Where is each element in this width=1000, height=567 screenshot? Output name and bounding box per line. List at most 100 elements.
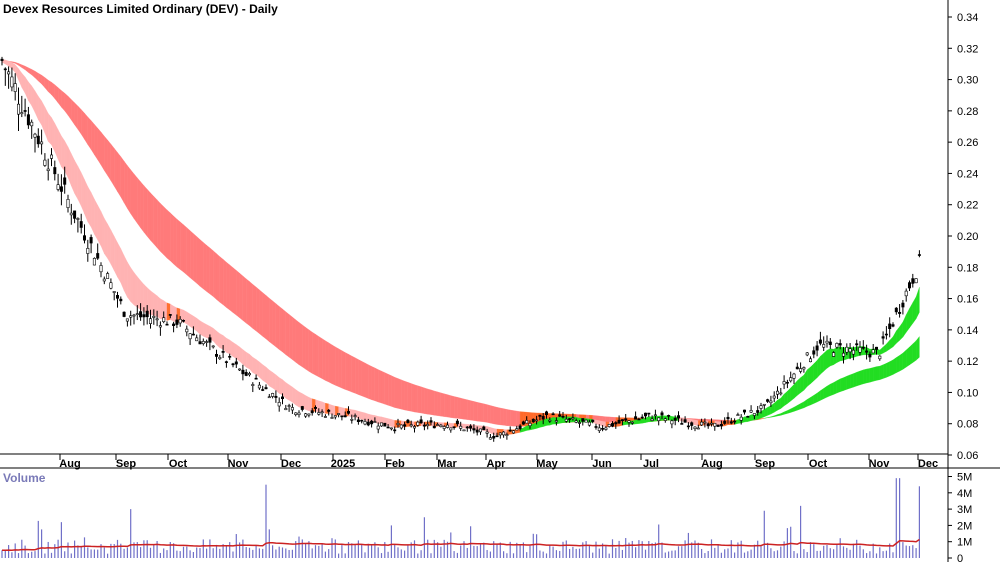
ma-band-segment xyxy=(124,161,127,208)
ma-band-segment xyxy=(880,365,883,380)
ma-band-segment xyxy=(299,322,302,367)
ma-band-segment xyxy=(408,382,411,411)
ma-band-segment xyxy=(246,352,249,369)
ma-band-segment xyxy=(101,211,104,253)
ma-band-segment xyxy=(391,419,394,427)
ma-band-segment xyxy=(890,360,893,376)
ma-band-segment xyxy=(504,409,507,426)
ma-band-segment xyxy=(507,409,510,426)
ma-band-segment xyxy=(114,236,117,277)
ma-band-segment xyxy=(448,395,451,418)
ma-band-segment xyxy=(834,381,837,395)
ma-band-segment xyxy=(38,96,41,125)
price-tick-label: 0.34 xyxy=(957,12,978,24)
ma-band-segment xyxy=(896,355,899,372)
ma-band-segment xyxy=(160,203,163,254)
ma-band-segment xyxy=(127,166,130,214)
ma-band-segment xyxy=(863,369,866,384)
ma-band-segment xyxy=(88,117,91,149)
price-bar xyxy=(384,423,386,426)
ma-band-segment xyxy=(203,323,206,338)
ma-band-segment xyxy=(797,378,800,396)
price-tick-label: 0.24 xyxy=(957,168,978,180)
ma-band-segment xyxy=(883,363,886,378)
ma-band-segment xyxy=(807,367,810,387)
volume-tick-label: 0 xyxy=(957,553,963,562)
volume-tick-label: 1M xyxy=(957,537,972,549)
ma-band-segment xyxy=(332,345,335,385)
ma-band-segment xyxy=(375,368,378,402)
ma-band-segment xyxy=(269,298,272,344)
volume-tick-label: 4M xyxy=(957,488,972,500)
ma-band-segment xyxy=(309,330,312,374)
price-tick-label: 0.06 xyxy=(957,450,978,462)
ma-band-segment xyxy=(428,389,431,415)
ma-band-segment xyxy=(61,136,64,171)
ma-band-segment xyxy=(121,157,124,203)
ma-band-segment xyxy=(88,187,91,227)
ma-band-segment xyxy=(273,301,276,347)
ma-band-segment xyxy=(170,304,173,321)
ma-band-segment xyxy=(61,91,64,111)
ma-band-segment xyxy=(263,293,266,339)
time-tick-label: Feb xyxy=(385,458,405,470)
ma-band-segment xyxy=(329,343,332,384)
ma-band-segment xyxy=(355,358,358,395)
ma-band-segment xyxy=(91,121,94,155)
ma-band-segment xyxy=(824,386,827,399)
ma-band-segment xyxy=(187,228,190,278)
ma-band-segment xyxy=(75,103,78,130)
ma-band-segment xyxy=(233,268,236,315)
ma-band-segment xyxy=(487,405,490,424)
ma-band-segment xyxy=(368,365,371,400)
ma-band-segment xyxy=(256,287,259,334)
ma-band-segment xyxy=(164,207,167,259)
price-bar xyxy=(512,430,514,434)
ma-band-segment xyxy=(289,385,292,402)
time-tick-label: Aug xyxy=(59,458,80,470)
ma-band-segment xyxy=(306,327,309,371)
ma-band-segment xyxy=(104,218,107,258)
ma-band-segment xyxy=(250,281,253,328)
ma-band-segment xyxy=(827,384,830,397)
price-tick-label: 0.14 xyxy=(957,325,978,337)
ma-band-segment xyxy=(220,257,223,305)
ma-band-segment xyxy=(203,242,206,291)
ma-band-segment xyxy=(454,396,457,418)
ma-band-segment xyxy=(497,407,500,425)
price-tick-label: 0.28 xyxy=(957,106,978,118)
time-tick-label: 2025 xyxy=(331,458,355,470)
ma-band-segment xyxy=(207,245,210,294)
ma-band-segment xyxy=(388,374,391,406)
ma-band-segment xyxy=(226,338,229,354)
ma-band-segment xyxy=(870,368,873,383)
time-tick-label: Sep xyxy=(116,458,136,470)
ma-band-segment xyxy=(467,400,470,420)
ma-band-segment xyxy=(349,354,352,392)
ma-band-segment xyxy=(190,231,193,281)
ma-band-segment xyxy=(279,378,282,395)
ma-band-segment xyxy=(213,251,216,300)
ma-band-segment xyxy=(289,314,292,359)
ma-band-segment xyxy=(236,270,239,317)
ma-band-segment xyxy=(877,366,880,380)
ma-band-segment xyxy=(134,174,137,223)
ma-band-segment xyxy=(94,199,97,240)
ma-band-segment xyxy=(365,363,368,399)
ma-band-segment xyxy=(273,372,276,390)
time-tick-label: Nov xyxy=(869,458,891,470)
ma-band-segment xyxy=(457,397,460,418)
ma-band-segment xyxy=(494,406,497,424)
ma-band-segment xyxy=(180,222,183,272)
ma-band-segment xyxy=(385,373,388,406)
ma-band-segment xyxy=(339,349,342,388)
ma-band-segment xyxy=(840,378,843,392)
ma-band-segment xyxy=(768,406,771,416)
ma-band-segment xyxy=(853,372,856,387)
ma-band-segment xyxy=(48,113,51,144)
ma-band-segment xyxy=(111,230,114,271)
price-bar xyxy=(532,418,534,422)
ma-band-segment xyxy=(94,124,97,159)
volume-title: Volume xyxy=(3,471,46,485)
